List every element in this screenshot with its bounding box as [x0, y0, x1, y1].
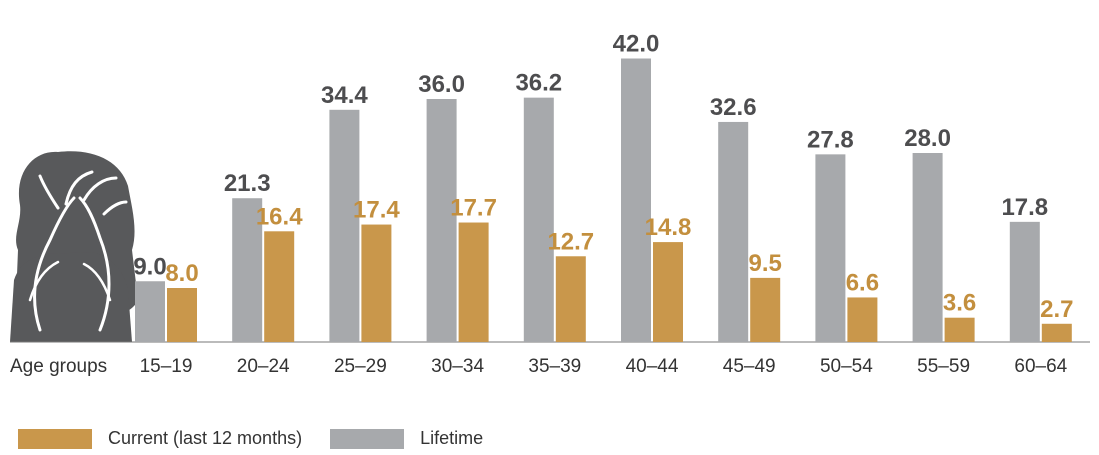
value-label-lifetime-0: 9.0: [133, 253, 166, 280]
x-tick-label-2: 25–29: [334, 356, 387, 377]
bar-current-5: [653, 242, 683, 342]
legend-label-1: Current (last 12 months): [108, 428, 303, 448]
bar-current-7: [847, 297, 878, 342]
value-label-lifetime-7: 27.8: [807, 126, 854, 153]
x-tick-label-5: 40–44: [626, 356, 679, 377]
bar-lifetime-6: [718, 121, 749, 342]
bar-current-1: [264, 231, 295, 342]
value-label-current-8: 3.6: [943, 290, 976, 317]
value-label-current-9: 2.7: [1040, 296, 1073, 323]
value-label-current-3: 17.7: [450, 195, 497, 222]
distressed-woman-icon: [10, 151, 138, 342]
x-tick-label-0: 15–19: [140, 356, 193, 377]
value-label-current-0: 8.0: [165, 260, 198, 287]
bar-lifetime-0: [135, 281, 165, 342]
value-label-current-1: 16.4: [256, 203, 303, 230]
value-label-lifetime-9: 17.8: [1001, 194, 1048, 221]
bar-lifetime-1: [232, 198, 263, 342]
x-tick-label-8: 55–59: [917, 356, 970, 377]
value-label-current-7: 6.6: [846, 269, 879, 296]
bar-lifetime-4: [523, 97, 554, 343]
legend-label-0: Lifetime: [420, 428, 484, 448]
bar-current-9: [1041, 323, 1072, 342]
legend-swatch-1: [18, 428, 92, 449]
bar-current-2: [361, 224, 392, 342]
x-tick-label-3: 30–34: [431, 356, 484, 377]
value-label-lifetime-2: 34.4: [321, 82, 368, 109]
bar-lifetime-3: [426, 99, 457, 342]
bar-lifetime-9: [1009, 221, 1040, 342]
bar-current-4: [555, 256, 586, 342]
x-axis-title: Age groups: [10, 356, 107, 377]
bar-current-8: [944, 317, 975, 342]
value-label-lifetime-6: 32.6: [710, 94, 757, 121]
value-label-lifetime-3: 36.0: [418, 71, 465, 98]
bar-lifetime-8: [912, 153, 943, 342]
value-label-current-5: 14.8: [645, 214, 692, 241]
x-tick-label-7: 50–54: [820, 356, 873, 377]
value-label-current-2: 17.4: [353, 197, 400, 224]
value-label-lifetime-5: 42.0: [613, 31, 660, 58]
x-tick-label-1: 20–24: [237, 356, 290, 377]
value-label-lifetime-4: 36.2: [515, 70, 562, 97]
bar-lifetime-7: [815, 154, 846, 342]
x-tick-label-6: 45–49: [723, 356, 776, 377]
bar-lifetime-5: [621, 58, 651, 342]
bar-chart: Age groups 9.08.0 21.3 16.4 34.4 17.4 36.0 17.…: [10, 31, 1090, 377]
bar-current-6: [750, 277, 781, 342]
value-label-current-4: 12.7: [547, 228, 594, 255]
value-label-lifetime-1: 21.3: [224, 170, 271, 197]
value-label-current-6: 9.5: [749, 250, 782, 277]
legend: Current (last 12 months) Lifetime: [18, 428, 511, 449]
x-tick-label-4: 35–39: [528, 356, 581, 377]
bar-lifetime-2: [329, 109, 360, 342]
value-label-lifetime-8: 28.0: [904, 125, 951, 152]
bar-current-0: [167, 288, 197, 342]
legend-swatch-0: [330, 428, 405, 449]
x-tick-label-9: 60–64: [1014, 356, 1067, 377]
bar-current-3: [458, 222, 489, 342]
